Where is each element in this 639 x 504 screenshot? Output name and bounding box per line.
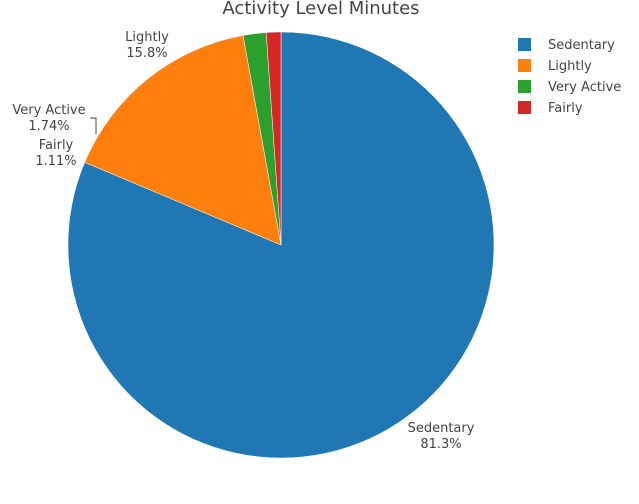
slice-percent-very-active: 1.74%	[28, 119, 69, 134]
legend-swatch-fairly[interactable]	[518, 101, 531, 114]
chart-title: Activity Level Minutes	[222, 0, 419, 19]
legend-swatch-sedentary[interactable]	[518, 38, 531, 51]
slice-label-sedentary: Sedentary	[408, 421, 475, 436]
slice-percent-fairly: 1.11%	[35, 154, 76, 169]
slice-label-very-active: Very Active	[12, 103, 85, 118]
legend-swatch-lightly[interactable]	[518, 59, 531, 72]
pie-slice-lightly[interactable]	[84, 35, 282, 246]
legend-swatch-very-active[interactable]	[518, 80, 531, 93]
pie-slice-sedentary[interactable]	[67, 31, 495, 459]
slice-percent-sedentary: 81.3%	[420, 437, 461, 452]
legend-label-very-active[interactable]: Very Active	[548, 80, 621, 95]
slice-percent-lightly: 15.8%	[126, 46, 167, 61]
legend-label-sedentary[interactable]: Sedentary	[548, 38, 615, 53]
legend-label-lightly[interactable]: Lightly	[548, 59, 592, 74]
pie-slices	[67, 31, 495, 459]
slice-label-lightly: Lightly	[125, 30, 169, 45]
legend-label-fairly[interactable]: Fairly	[548, 101, 583, 116]
pie-slice-fairly[interactable]	[265, 31, 282, 246]
slice-label-fairly: Fairly	[39, 138, 74, 153]
legend: Sedentary Lightly Very Active Fairly	[518, 38, 621, 116]
label-leader-very-active	[90, 117, 97, 134]
